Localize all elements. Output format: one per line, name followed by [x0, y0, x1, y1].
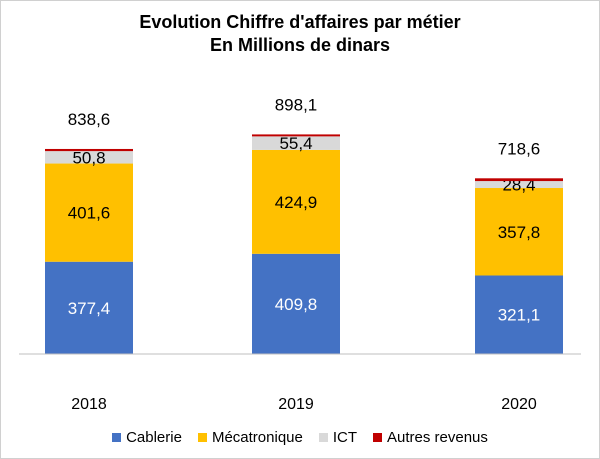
data-label-cablerie-2020: 321,1 — [498, 306, 541, 325]
legend-item-m-catronique: Mécatronique — [197, 429, 303, 446]
x-tick-label-2018: 2018 — [71, 396, 107, 413]
legend-label-ict: ICT — [332, 429, 358, 446]
bar-segment-autres-revenus-2020 — [475, 178, 563, 182]
chart-legend: Cablerie Mécatronique ICT Autres revenus — [1, 429, 599, 446]
stacked-bar-chart: 377,4 401,6 50,8 838,6 2018 409,8 424,9 55,4 898… — [19, 95, 581, 413]
data-label-ict-2018: 50,8 — [72, 148, 105, 167]
bar-segment-cablerie-2018 — [45, 261, 133, 354]
data-label-cablerie-2019: 409,8 — [275, 295, 318, 314]
x-tick-label-2019: 2019 — [278, 396, 314, 413]
legend-swatch-cablerie — [112, 433, 122, 442]
total-label-2020: 718,6 — [498, 139, 541, 158]
data-label-m-catronique-2018: 401,6 — [68, 204, 111, 223]
legend-swatch-autres-revenus — [373, 433, 383, 442]
chart-title-line: Evolution Chiffre d'affaires par métier — [139, 12, 461, 32]
bar-segment-autres-revenus-2019 — [252, 134, 340, 137]
bar-segment-cablerie-2020 — [475, 275, 563, 354]
legend-item-autres-revenus: Autres revenus — [373, 429, 488, 446]
total-label-2019: 898,1 — [275, 95, 318, 114]
data-label-cablerie-2018: 377,4 — [68, 299, 111, 318]
bar-segment-m-catronique-2019 — [252, 149, 340, 254]
x-tick-label-2020: 2020 — [501, 396, 537, 413]
data-label-m-catronique-2020: 357,8 — [498, 223, 541, 242]
bar-segment-cablerie-2019 — [252, 253, 340, 354]
total-label-2018: 838,6 — [68, 110, 111, 129]
legend-swatch-ict — [318, 433, 328, 442]
legend-label-m-catronique: Mécatronique — [211, 429, 303, 446]
chart-subtitle-line: En Millions de dinars — [209, 35, 391, 55]
bar-segment-ict-2020 — [475, 181, 563, 189]
legend-label-autres-revenus: Autres revenus — [387, 429, 488, 446]
bar-segment-autres-revenus-2018 — [45, 148, 133, 152]
bar-segment-m-catronique-2018 — [45, 163, 133, 262]
legend-label-cablerie: Cablerie — [126, 429, 182, 446]
legend-item-cablerie: Cablerie — [112, 429, 182, 446]
legend-item-ict: ICT — [318, 429, 358, 446]
bar-segment-ict-2019 — [252, 136, 340, 150]
data-label-ict-2019: 55,4 — [279, 134, 312, 153]
chart-title: Evolution Chiffre d'affaires par métier … — [1, 11, 599, 57]
bar-segment-m-catronique-2020 — [475, 188, 563, 276]
data-label-m-catronique-2019: 424,9 — [275, 193, 318, 212]
legend-swatch-m-catronique — [197, 433, 207, 442]
bar-segment-ict-2018 — [45, 151, 133, 164]
